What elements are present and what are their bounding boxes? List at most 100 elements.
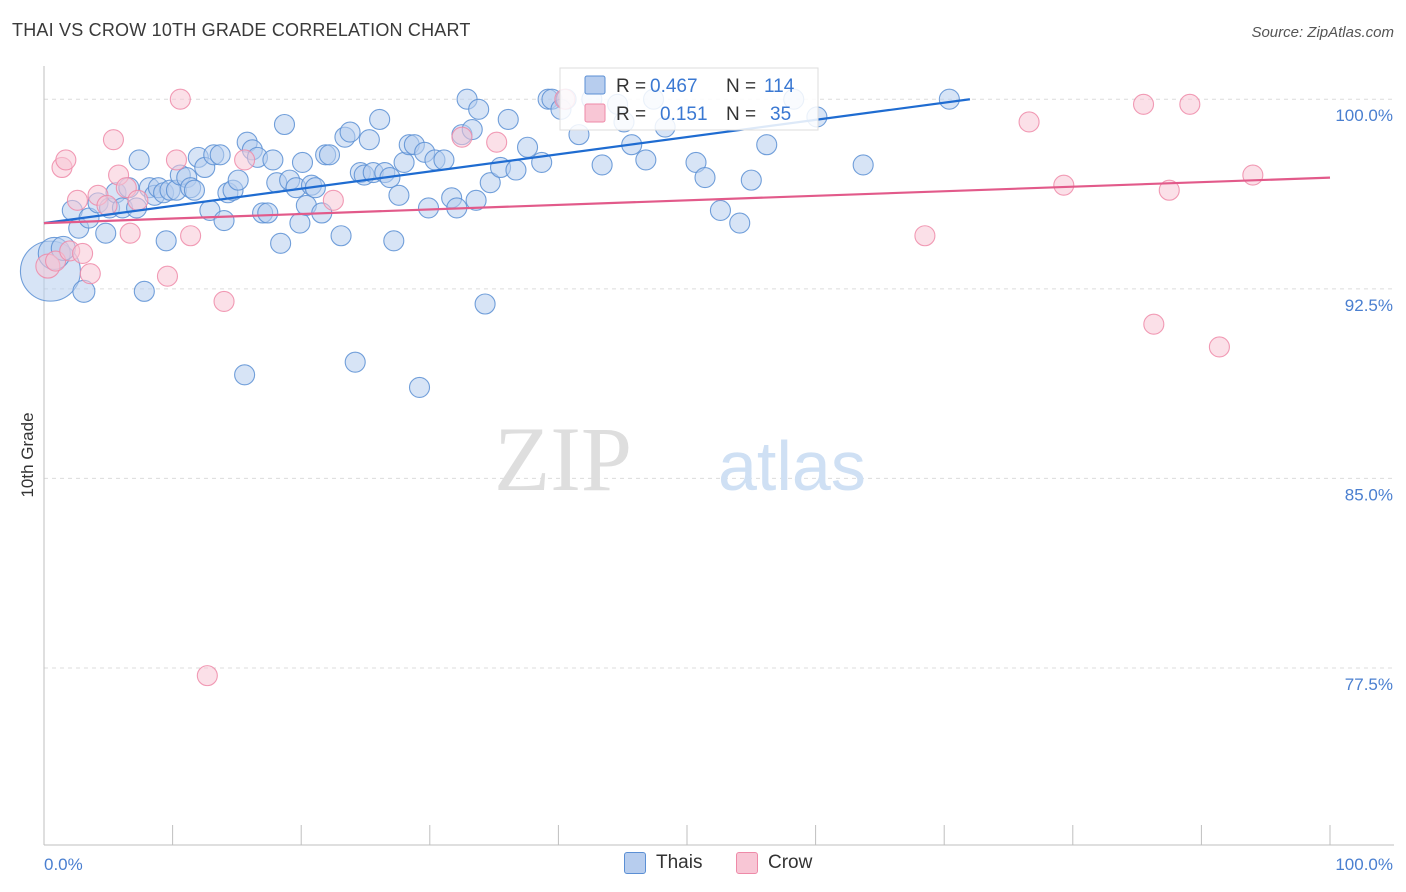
point-crow xyxy=(1179,93,1201,115)
point-thais xyxy=(505,159,527,181)
point-crow xyxy=(322,189,344,211)
point-thais xyxy=(344,351,366,373)
point-crow xyxy=(486,131,508,153)
legend-r-label-crow: R = xyxy=(616,104,646,125)
point-thais xyxy=(938,88,960,110)
point-thais xyxy=(756,134,778,156)
x-tick-label-min: 0.0% xyxy=(44,855,83,874)
watermark-zip: ZIP xyxy=(494,408,632,510)
legend-label-thais: Thais xyxy=(656,852,703,873)
point-thais xyxy=(479,172,501,194)
point-crow xyxy=(1132,93,1155,115)
point-thais xyxy=(465,189,487,211)
x-tick-label-max: 100.0% xyxy=(1335,855,1393,874)
point-crow xyxy=(169,88,191,110)
point-thais xyxy=(852,154,874,176)
point-thais xyxy=(591,154,613,176)
y-tick-label: 100.0% xyxy=(1335,106,1393,125)
legend-n-value-crow: 35 xyxy=(770,104,791,125)
point-thais xyxy=(709,199,731,222)
point-thais xyxy=(133,280,155,302)
point-crow xyxy=(914,225,936,247)
trend-line-crow xyxy=(43,176,1331,225)
point-thais xyxy=(383,230,405,252)
data-points xyxy=(19,88,1264,687)
point-thais xyxy=(213,210,235,232)
point-crow xyxy=(234,149,256,171)
point-crow xyxy=(119,222,141,244)
y-tick-label: 85.0% xyxy=(1345,485,1393,504)
point-thais xyxy=(417,197,440,219)
point-thais xyxy=(209,144,231,166)
point-crow xyxy=(156,265,179,287)
point-crow xyxy=(79,263,101,285)
point-crow xyxy=(1053,174,1075,196)
source-credit: Source: ZipAtlas.com xyxy=(1251,24,1394,41)
point-thais xyxy=(468,98,490,120)
watermark: ZIP atlas xyxy=(494,408,866,510)
point-thais xyxy=(474,293,496,315)
point-thais xyxy=(729,212,751,234)
tick-labels: 100.0% 92.5% 85.0% 77.5% 0.0% 100.0% xyxy=(44,106,1393,874)
point-crow xyxy=(196,665,218,687)
point-thais xyxy=(234,364,256,386)
stats-legend: R = 0.467 N = 114 R = 0.151 N = 35 xyxy=(559,67,819,131)
legend-swatch-thais xyxy=(624,852,646,874)
watermark-atlas: atlas xyxy=(718,427,866,505)
legend-n-label-crow: N = xyxy=(726,104,756,125)
point-thais xyxy=(393,151,415,173)
y-tick-label: 77.5% xyxy=(1345,675,1393,694)
point-crow xyxy=(1018,111,1040,133)
point-thais xyxy=(388,184,410,206)
point-thais xyxy=(291,151,314,173)
point-thais xyxy=(227,169,249,191)
point-crow xyxy=(102,129,124,151)
point-thais xyxy=(318,144,341,166)
legend-swatch-crow xyxy=(736,852,758,874)
point-thais xyxy=(262,149,284,171)
point-crow xyxy=(55,149,77,171)
legend-swatch-thais xyxy=(584,75,606,95)
point-thais xyxy=(694,167,716,189)
point-thais xyxy=(516,136,539,158)
point-crow xyxy=(1158,179,1180,201)
point-thais xyxy=(155,230,177,252)
point-thais xyxy=(257,202,279,224)
legend-n-value-thais: 114 xyxy=(764,76,795,97)
point-thais xyxy=(740,169,762,191)
legend-item-thais[interactable]: Thais xyxy=(624,852,702,874)
point-thais xyxy=(183,179,206,201)
point-thais xyxy=(497,108,519,130)
point-crow xyxy=(1242,164,1264,186)
point-crow xyxy=(72,242,94,264)
point-thais xyxy=(273,113,296,136)
point-crow xyxy=(1208,336,1230,358)
point-thais xyxy=(369,108,391,130)
point-crow xyxy=(96,194,118,216)
legend-r-value-thais: 0.467 xyxy=(650,76,698,97)
point-thais xyxy=(358,129,380,151)
legend-item-crow[interactable]: Crow xyxy=(736,852,812,874)
point-crow xyxy=(451,126,473,148)
legend-swatch-crow xyxy=(584,103,606,123)
point-thais xyxy=(408,376,431,398)
point-crow xyxy=(127,189,149,211)
legend-r-value-crow: 0.151 xyxy=(660,104,708,125)
legend-n-label-thais: N = xyxy=(726,76,756,97)
point-thais xyxy=(339,121,361,143)
y-tick-label: 92.5% xyxy=(1345,296,1393,315)
legend-r-label-thais: R = xyxy=(616,76,646,97)
point-thais xyxy=(433,149,455,171)
point-crow xyxy=(165,149,188,171)
axes xyxy=(43,66,1394,846)
point-crow xyxy=(1143,313,1165,335)
point-thais xyxy=(95,222,117,244)
point-crow xyxy=(180,225,202,247)
point-thais xyxy=(128,149,150,171)
chart-title: THAI VS CROW 10TH GRADE CORRELATION CHAR… xyxy=(12,20,471,40)
point-crow xyxy=(66,189,88,211)
point-thais xyxy=(270,232,292,254)
point-thais xyxy=(289,212,311,234)
point-thais xyxy=(330,225,352,247)
